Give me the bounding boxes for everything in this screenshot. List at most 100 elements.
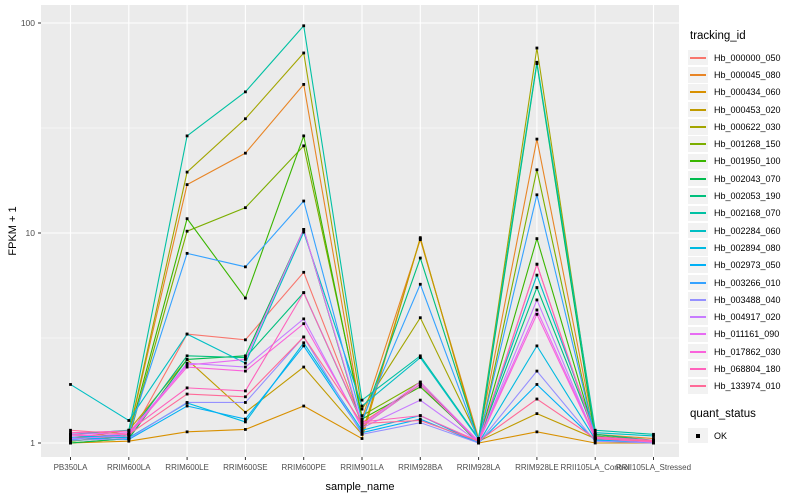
legend-key-line <box>690 56 706 59</box>
data-point-Hb_002168_070 <box>418 354 422 358</box>
data-point-Hb_000622_030 <box>185 170 189 174</box>
data-point-Hb_001950_100 <box>185 217 189 221</box>
legend-key-line <box>690 229 706 232</box>
x-tick-label-RRIM600SE: RRIM600SE <box>223 463 267 472</box>
y-tick-label: 1 <box>30 438 35 448</box>
data-point-Hb_002168_070 <box>244 90 247 94</box>
legend-item-label: Hb_002043_070 <box>714 173 781 184</box>
legend-item-label: Hb_002168_070 <box>714 208 781 219</box>
data-point-Hb_002894_080 <box>360 428 364 432</box>
legend-key-swatch <box>688 326 708 343</box>
legend-item-Hb_002973_050: Hb_002973_050 <box>688 257 800 274</box>
data-point-Hb_017862_030 <box>185 365 189 369</box>
legend-item-label: Hb_003488_040 <box>714 294 781 305</box>
data-point-Hb_001268_150 <box>185 229 189 233</box>
data-point-Hb_133974_010 <box>302 335 306 339</box>
data-point-Hb_000434_060 <box>535 430 539 434</box>
x-tick-label-RRIM928LE: RRIM928LE <box>515 463 559 472</box>
legend-key-swatch <box>688 257 708 273</box>
data-point-Hb_000434_060 <box>127 439 131 443</box>
legend-item-label: Hb_004917_020 <box>714 312 781 323</box>
legend-key-swatch <box>688 378 708 395</box>
data-point-Hb_002053_190 <box>593 432 597 436</box>
data-point-Hb_002168_070 <box>185 134 189 138</box>
data-point-Hb_000622_030 <box>244 117 247 121</box>
legend-key-swatch <box>688 136 708 152</box>
legend-item-label: Hb_001268_150 <box>714 139 781 150</box>
data-point-Hb_068804_180 <box>593 435 597 439</box>
legend-item-Hb_001950_100: Hb_001950_100 <box>688 153 800 170</box>
legend: tracking_id Hb_000000_050 Hb_000045_080 Hb… <box>688 30 800 444</box>
data-point-Hb_001950_100 <box>418 385 422 389</box>
legend-item-label: Hb_000434_060 <box>714 87 781 98</box>
legend-item-Hb_133974_010: Hb_133974_010 <box>688 378 800 395</box>
legend-key-swatch <box>688 361 708 377</box>
data-point-Hb_133974_010 <box>69 428 72 432</box>
legend-item-Hb_003266_010: Hb_003266_010 <box>688 274 800 291</box>
data-point-Hb_002894_080 <box>244 420 247 424</box>
data-point-Hb_011161_090 <box>418 380 422 384</box>
data-point-Hb_002284_060 <box>127 419 131 422</box>
data-point-Hb_003266_010 <box>244 265 247 269</box>
y-tick-label: 10 <box>26 228 36 238</box>
data-point-Hb_133974_010 <box>593 437 597 440</box>
legend-key-swatch <box>688 292 708 308</box>
data-point-Hb_011161_090 <box>69 432 72 436</box>
legend-key-line <box>690 281 706 284</box>
legend-key-swatch <box>688 343 708 360</box>
data-point-Hb_002284_060 <box>593 431 597 435</box>
y-tick-label: 100 <box>21 18 35 28</box>
legend-item-Hb_000000_050: Hb_000000_050 <box>688 49 800 66</box>
data-point-Hb_068804_180 <box>360 420 364 424</box>
data-point-Hb_017862_030 <box>244 369 247 373</box>
data-point-Hb_002284_060 <box>652 434 655 438</box>
data-point-Hb_068804_180 <box>244 389 247 393</box>
data-point-Hb_000622_030 <box>360 407 364 411</box>
data-point-Hb_002284_060 <box>69 383 72 386</box>
legend-key-line <box>690 91 706 94</box>
data-point-Hb_000000_050 <box>302 270 306 274</box>
data-point-Hb_003266_010 <box>535 193 539 197</box>
x-tick-label-RRIM600PE: RRIM600PE <box>281 463 325 472</box>
data-point-Hb_001268_150 <box>535 168 539 172</box>
data-point-Hb_000622_030 <box>535 46 539 50</box>
data-point-Hb_000453_020 <box>418 237 422 241</box>
data-point-Hb_003488_040 <box>244 401 247 404</box>
data-point-Hb_002168_070 <box>535 60 539 64</box>
data-point-Hb_003488_040 <box>418 421 422 425</box>
data-point-Hb_133974_010 <box>185 392 189 396</box>
x-tick-label-PB350LA: PB350LA <box>54 463 88 472</box>
legend-key-swatch <box>688 188 708 204</box>
data-point-Hb_002043_070 <box>244 354 247 358</box>
legend-item-label: Hb_133974_010 <box>714 381 781 392</box>
legend-key-swatch <box>688 153 708 170</box>
legend-item-label: Hb_000000_050 <box>714 52 781 63</box>
data-point-Hb_004917_020 <box>127 434 131 438</box>
data-point-Hb_002284_060 <box>477 438 480 441</box>
data-point-Hb_017862_030 <box>418 383 422 386</box>
data-point-Hb_000453_020 <box>535 412 539 416</box>
data-point-Hb_003266_010 <box>360 419 364 422</box>
plot-panel <box>41 5 679 457</box>
x-tick-label-RRII105LA_Stressed: RRII105LA_Stressed <box>616 463 691 472</box>
data-point-Hb_003266_010 <box>418 282 422 286</box>
legend-item-label: OK <box>714 430 728 441</box>
data-point-Hb_002043_070 <box>69 441 72 445</box>
legend-key-line <box>690 264 706 267</box>
legend-key-swatch <box>688 101 708 118</box>
legend-item-Hb_002168_070: Hb_002168_070 <box>688 205 800 222</box>
data-point-Hb_004917_020 <box>302 317 306 321</box>
data-point-Hb_001268_150 <box>244 206 247 210</box>
data-point-Hb_002284_060 <box>418 356 422 360</box>
data-point-Hb_002973_050 <box>185 404 189 408</box>
legend-key-line <box>690 177 706 180</box>
data-point-Hb_002053_190 <box>418 256 422 260</box>
data-point-Hb_002168_070 <box>593 428 597 432</box>
legend-item-Hb_000045_080: Hb_000045_080 <box>688 66 800 83</box>
data-point-Hb_133974_010 <box>360 421 364 425</box>
x-tick-label-RRIM901LA: RRIM901LA <box>340 463 384 472</box>
x-tick-label-RRIM600LE: RRIM600LE <box>165 463 209 472</box>
legend-key-swatch <box>688 309 708 325</box>
data-point-Hb_011161_090 <box>535 308 539 312</box>
